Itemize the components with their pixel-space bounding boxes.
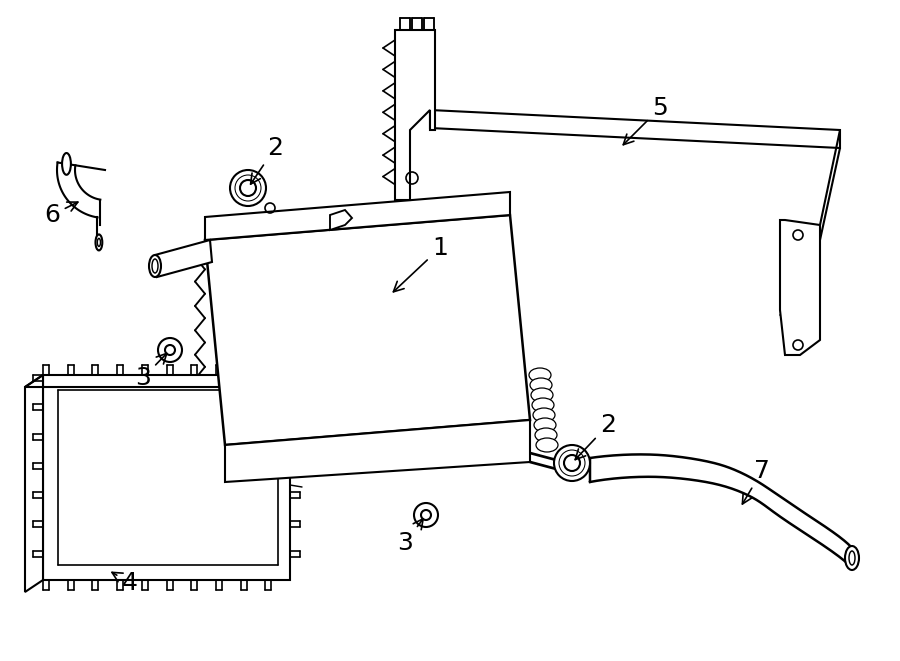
Ellipse shape: [530, 378, 552, 392]
Ellipse shape: [535, 428, 557, 442]
Text: 1: 1: [393, 236, 448, 292]
Ellipse shape: [569, 458, 581, 480]
Ellipse shape: [534, 418, 556, 432]
Ellipse shape: [536, 438, 558, 452]
Text: 3: 3: [135, 354, 166, 390]
Ellipse shape: [845, 546, 859, 570]
Ellipse shape: [533, 408, 555, 422]
Polygon shape: [330, 210, 352, 230]
Text: 2: 2: [575, 413, 616, 459]
Polygon shape: [25, 375, 43, 592]
Polygon shape: [205, 215, 530, 445]
Text: 3: 3: [397, 519, 423, 555]
Text: 7: 7: [742, 459, 770, 504]
Ellipse shape: [532, 398, 554, 412]
Ellipse shape: [149, 255, 161, 277]
Circle shape: [158, 338, 182, 362]
Circle shape: [165, 345, 175, 355]
Circle shape: [230, 170, 266, 206]
Polygon shape: [430, 110, 840, 148]
Ellipse shape: [95, 235, 103, 251]
Polygon shape: [225, 420, 530, 482]
Polygon shape: [43, 375, 290, 580]
Ellipse shape: [531, 388, 553, 402]
Text: 6: 6: [44, 202, 77, 227]
Ellipse shape: [62, 153, 71, 175]
Ellipse shape: [529, 368, 551, 382]
Polygon shape: [155, 240, 212, 277]
Text: 5: 5: [624, 96, 668, 145]
Circle shape: [564, 455, 580, 471]
Circle shape: [421, 510, 431, 520]
Circle shape: [240, 180, 256, 196]
Polygon shape: [395, 30, 435, 200]
Circle shape: [554, 445, 590, 481]
Circle shape: [414, 503, 438, 527]
Text: 4: 4: [112, 571, 138, 595]
Text: 2: 2: [250, 136, 283, 184]
Polygon shape: [780, 220, 820, 355]
Polygon shape: [205, 192, 510, 240]
